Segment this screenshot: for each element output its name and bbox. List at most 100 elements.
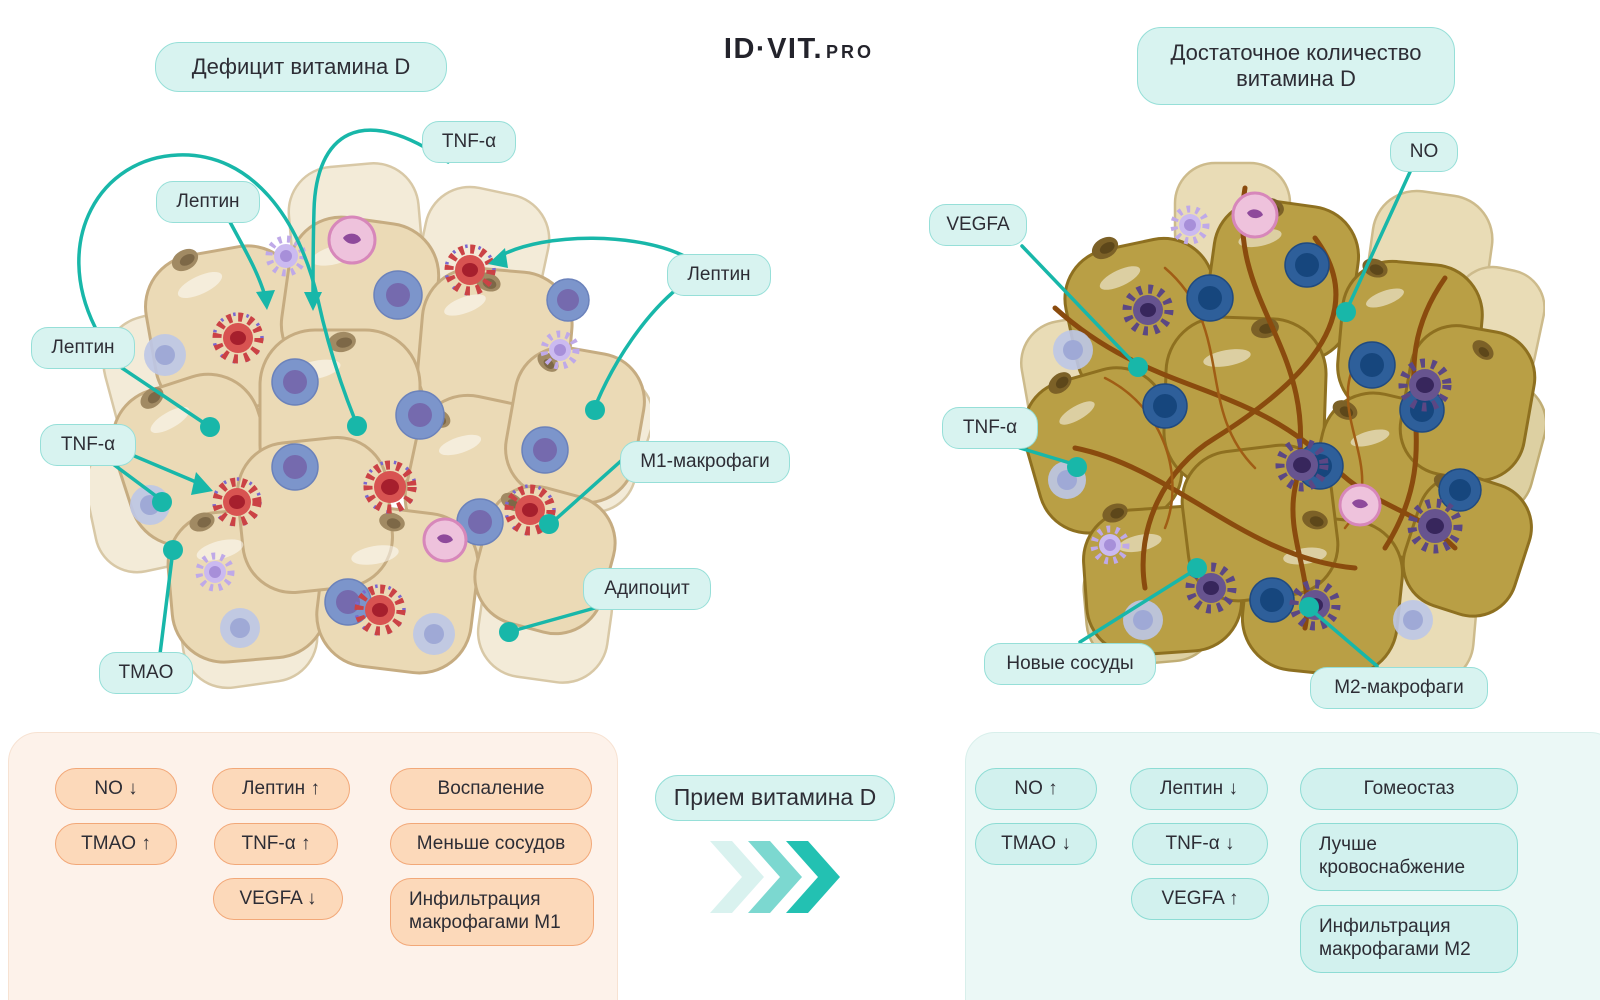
pill-label: Гомеостаз [1363,777,1455,799]
m2-macrophage [1398,358,1452,412]
callout-no: NO [1390,132,1458,172]
pill-label: TMAO ↑ [81,832,151,854]
callout-tnf-right: TNF-α [942,407,1038,449]
pill-label: TNF-α ↑ [241,832,311,854]
callout-adipocyte: Адипоцит [583,568,711,610]
pink-cell [1338,483,1382,527]
adipose-tissue-deficit-illustration [90,162,650,690]
pill-label: Лептин ↑ [242,777,320,799]
pill-vegfa-down: VEGFA ↓ [213,878,343,920]
pill-tmao-up: TMAO ↑ [55,823,177,865]
pale-cell [1053,330,1093,370]
callout-label: VEGFA [946,213,1010,235]
callout-label: NO [1409,140,1439,162]
pill-leptin-up: Лептин ↑ [212,768,350,810]
pill-label: Воспаление [437,777,545,799]
callout-label: TMAO [118,661,174,683]
pale-cell [130,485,170,525]
callout-leptin-left: Лептин [31,327,135,369]
adipose-tissue-sufficient-illustration [1019,161,1545,687]
title-deficit-label: Дефицит витамина D [191,53,411,79]
callout-leptin-right: Лептин [667,254,771,296]
pill-label: VEGFA ↑ [1161,887,1239,909]
m1-macrophage [212,477,262,527]
pill-better-blood-supply: Лучше кровоснабжение [1300,823,1518,891]
callout-label: Новые сосуды [1006,652,1134,674]
callout-label: TNF-α [962,416,1018,438]
pill-label: TMAO ↓ [1001,832,1071,854]
pill-m1-infiltration: Инфильтрация макрофагами М1 [390,878,594,946]
callout-m2-macrophages: М2-макрофаги [1310,667,1488,709]
pale-cell [1123,600,1163,640]
blue-cell [271,443,319,491]
callout-tmao: TMAO [99,652,193,694]
pink-cell [327,215,377,265]
pill-label: NO ↑ [1014,777,1058,799]
m2-macrophage [1275,438,1329,492]
callout-label: TNF-α [441,130,497,152]
blue-cell [521,426,569,474]
pill-label: VEGFA ↓ [239,887,317,909]
callout-leptin-top: Лептин [156,181,260,223]
pink-cell [1231,191,1279,239]
lavender-macrophage [1170,205,1210,245]
callout-m1-macrophages: М1-макрофаги [620,441,790,483]
pill-label: NO ↓ [94,777,138,799]
callout-label: TNF-α [60,433,116,455]
callout-label: М2-макрофаги [1334,676,1464,698]
blue-cell [373,270,423,320]
dark-blue-cell [1284,242,1330,288]
action-label: Прием витамина D [673,784,877,811]
blue-cell [456,498,504,546]
dark-blue-cell [1142,383,1188,429]
pale-cell [220,608,260,648]
dark-blue-cell [1348,341,1396,389]
brand-logo-suffix: PRO [826,42,875,62]
pill-tnf-up: TNF-α ↑ [214,823,338,865]
callout-label: Лептин [687,263,751,285]
m1-macrophage [363,460,417,514]
pill-label: Меньше сосудов [416,832,566,854]
pale-cell [413,613,455,655]
title-sufficient-label: Достаточное количество витамина D [1170,39,1422,91]
action-vitamin-d-intake: Прием витамина D [655,775,895,821]
pill-label: TNF-α ↓ [1165,832,1235,854]
pink-cell [422,517,468,563]
pill-label: Лучше кровоснабжение [1319,834,1466,878]
pill-no-down: NO ↓ [55,768,177,810]
pill-tnf-down: TNF-α ↓ [1132,823,1268,865]
title-sufficient: Достаточное количество витамина D [1137,27,1455,105]
lavender-macrophage [540,330,580,370]
pill-fewer-vessels: Меньше сосудов [390,823,592,865]
callout-label: Лептин [176,190,240,212]
pill-vegfa-up: VEGFA ↑ [1131,878,1269,920]
pill-leptin-down: Лептин ↓ [1130,768,1268,810]
blue-cell [546,278,590,322]
dark-blue-cell [1438,468,1482,512]
m1-macrophage [504,484,556,536]
pill-no-up: NO ↑ [975,768,1097,810]
m2-macrophage [1122,284,1174,336]
m1-macrophage [354,584,406,636]
pill-m2-infiltration: Инфильтрация макрофагами М2 [1300,905,1518,973]
dark-blue-cell [1249,577,1295,623]
m1-macrophage [444,244,496,296]
blue-cell [324,578,372,626]
brand-logo-main: ID·VIT. [723,33,824,65]
pill-label: Инфильтрация макрофагами М1 [409,889,561,933]
lavender-macrophage [195,552,235,592]
pale-cell [1048,461,1086,499]
blue-cell [395,390,445,440]
pale-cell [144,334,186,376]
callout-label: Адипоцит [604,577,690,599]
blue-cell [271,358,319,406]
pill-inflammation: Воспаление [390,768,592,810]
callout-tnf-top: TNF-α [422,121,516,163]
callout-label: М1-макрофаги [640,450,770,472]
title-deficit: Дефицит витамина D [155,42,447,92]
transition-chevrons-icon [710,841,840,913]
brand-logo: ID·VIT. PRO [699,33,899,66]
lavender-macrophage [1090,525,1130,565]
pill-tmao-down: TMAO ↓ [975,823,1097,865]
